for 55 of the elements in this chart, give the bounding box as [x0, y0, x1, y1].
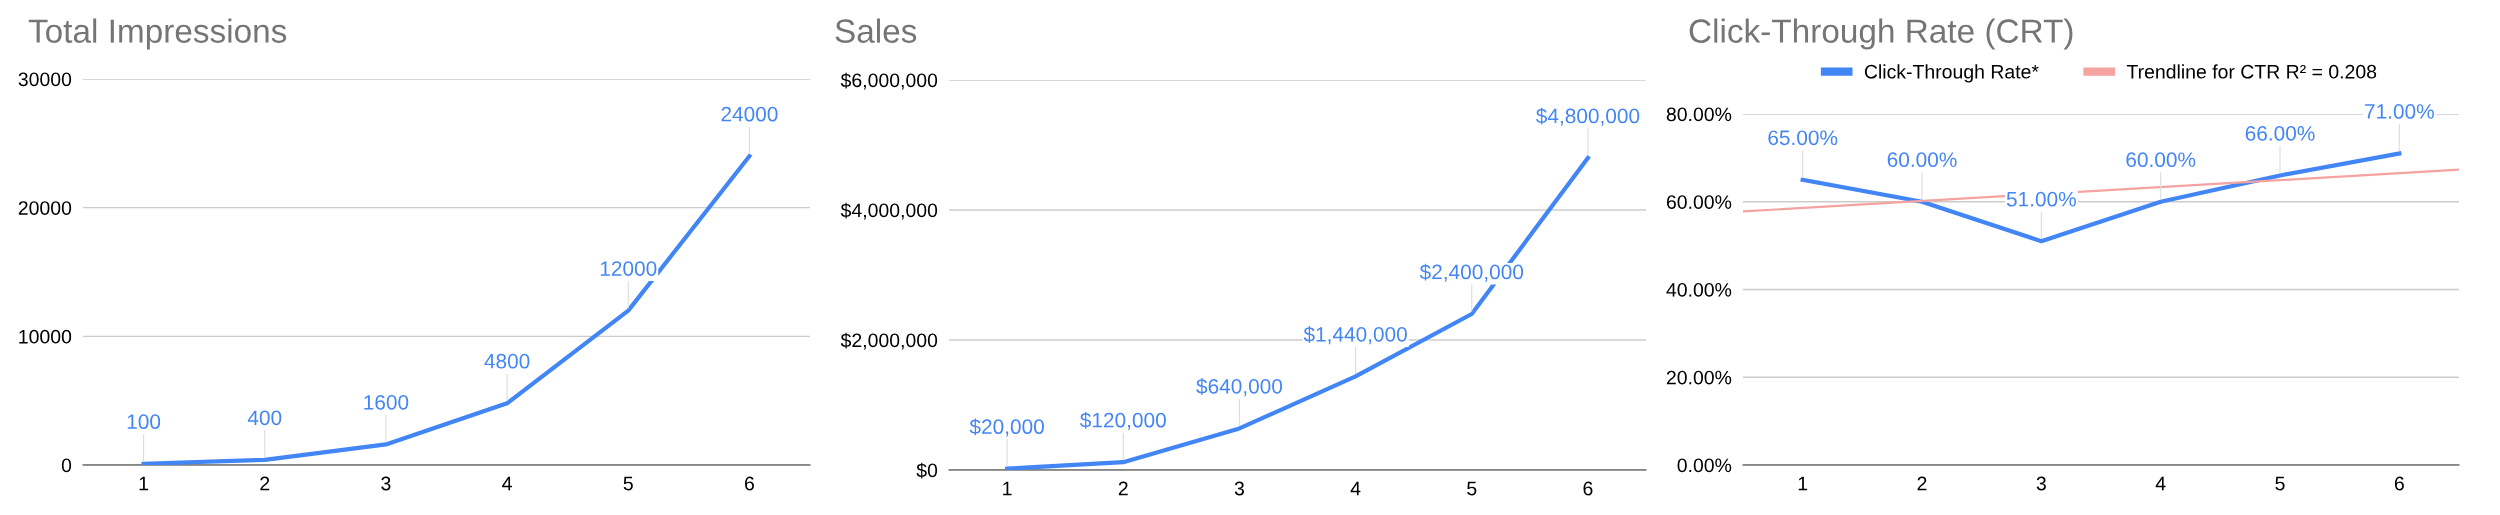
x-tick-label: 1 [1003, 481, 1012, 496]
x-tick-label: 6 [2394, 476, 2404, 491]
x-tick-label: 4 [2155, 476, 2166, 491]
data-label: 60.00% [1887, 152, 1957, 168]
data-label: 66.00% [2245, 126, 2315, 141]
data-label: $640,000 [1196, 378, 1283, 397]
chart-title: Sales [835, 18, 917, 43]
y-tick-label: 80.00% [1666, 107, 1732, 122]
legend-label: Trendline for CTR R² = 0.208 [2126, 64, 2377, 79]
data-label: 51.00% [2006, 191, 2076, 207]
x-tick-label: 3 [2036, 476, 2046, 491]
y-tick-label: 0 [61, 458, 72, 473]
x-tick-label: 5 [623, 476, 633, 491]
data-label: $4,800,000 [1536, 107, 1640, 126]
y-tick-label: $0 [916, 462, 938, 479]
data-label: 1600 [364, 394, 409, 410]
x-tick-label: 1 [1798, 476, 1808, 491]
data-label: 4800 [484, 353, 530, 369]
data-label: 71.00% [2365, 104, 2434, 119]
x-tick-label: 3 [1234, 481, 1244, 496]
data-label: $2,400,000 [1419, 263, 1524, 282]
legend-label: Click-Through Rate* [1864, 64, 2039, 83]
x-tick-label: 4 [502, 476, 512, 491]
y-tick-label: 60.00% [1666, 195, 1732, 209]
y-tick-label: 40.00% [1666, 282, 1732, 297]
y-tick-label: 10000 [19, 329, 72, 344]
y-tick-label: 20000 [18, 201, 72, 215]
x-tick-label: 3 [381, 476, 391, 491]
x-tick-label: 2 [1118, 481, 1128, 496]
y-tick-label: $2,000,000 [840, 332, 938, 350]
data-label: 100 [127, 414, 161, 430]
x-tick-label: 4 [1350, 481, 1361, 496]
x-tick-label: 6 [745, 476, 754, 491]
x-tick-label: 2 [1917, 476, 1927, 491]
data-label: 65.00% [1768, 130, 1838, 146]
x-tick-label: 2 [260, 476, 270, 491]
data-label: 12000 [600, 261, 657, 276]
line-series [1800, 151, 2402, 244]
x-tick-label: 5 [1467, 481, 1477, 496]
chart-title: Click-Through Rate (CRT) [1689, 18, 2073, 50]
x-tick-label: 1 [139, 476, 149, 491]
data-label: $120,000 [1080, 411, 1166, 430]
y-tick-label: 0.00% [1677, 458, 1732, 473]
data-label: $1,440,000 [1303, 326, 1407, 345]
y-tick-label: $4,000,000 [840, 202, 938, 220]
x-tick-label: 6 [1583, 481, 1593, 496]
y-tick-label: 20.00% [1666, 370, 1732, 385]
y-tick-label: $6,000,000 [840, 72, 938, 90]
chart-title: Total Impressions [28, 18, 287, 50]
data-label: 400 [247, 410, 282, 426]
data-label: 24000 [721, 106, 778, 122]
y-tick-label: 30000 [18, 72, 72, 87]
data-label: 60.00% [2126, 152, 2196, 168]
x-tick-label: 5 [2275, 476, 2285, 491]
data-label: $20,000 [969, 418, 1044, 437]
